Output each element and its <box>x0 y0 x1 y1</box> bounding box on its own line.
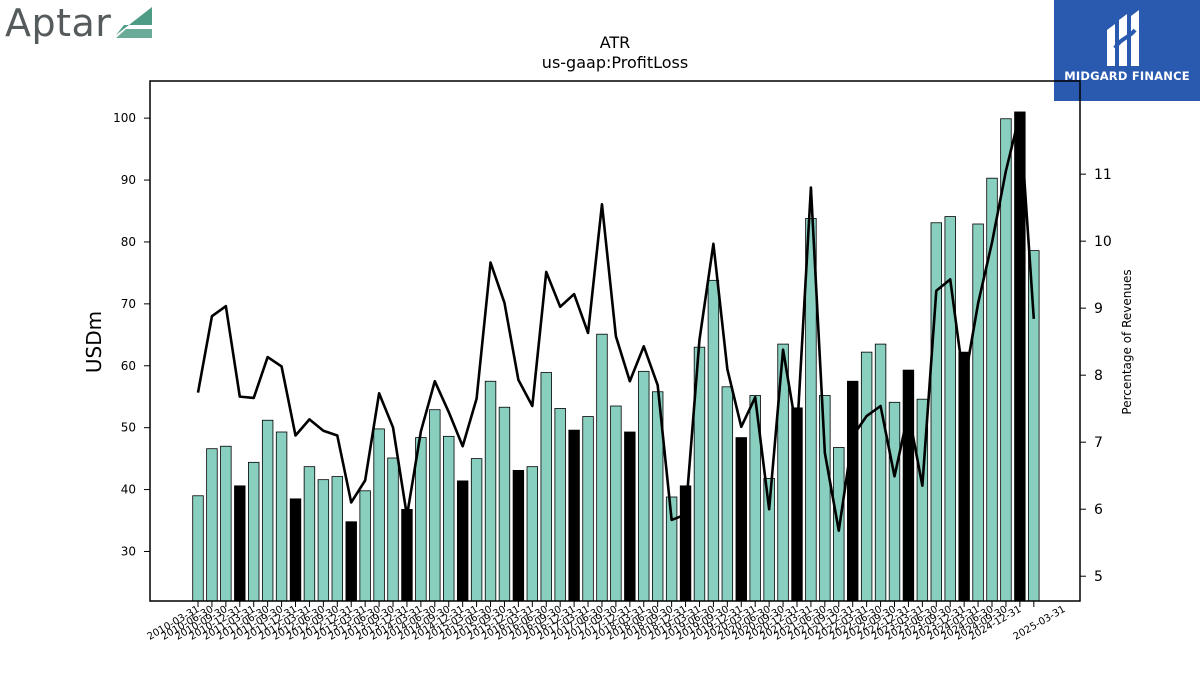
y2-tick-label: 8 <box>1094 368 1103 384</box>
bar <box>387 457 399 602</box>
percentage-line <box>196 112 1036 532</box>
chart-subtitle: us-gaap:ProfitLoss <box>542 53 688 72</box>
bar <box>638 370 650 602</box>
bar <box>568 429 580 602</box>
bar <box>192 495 204 602</box>
bar <box>819 395 831 602</box>
bar <box>261 419 274 602</box>
bar <box>958 351 970 602</box>
y2-tick-label: 7 <box>1094 435 1103 451</box>
bar <box>847 380 859 602</box>
bar <box>317 479 330 602</box>
aptar-logo: Aptar <box>0 0 160 50</box>
bar <box>331 476 344 602</box>
bar <box>443 435 455 602</box>
bar <box>596 333 608 602</box>
bar <box>206 448 218 602</box>
aptar-logo-text: Aptar <box>5 1 112 45</box>
y2-tick-label: 11 <box>1094 167 1112 183</box>
bar <box>972 223 984 602</box>
bar <box>345 521 357 602</box>
bar <box>707 279 720 602</box>
line-layer <box>196 112 1036 532</box>
bar <box>275 431 288 602</box>
y-tick-label: 60 <box>121 359 136 373</box>
y-tick-label: 80 <box>121 235 136 249</box>
bar <box>359 490 371 602</box>
y-axis-right: 5 6 7 8 9 10 11 <box>1080 167 1112 585</box>
bar <box>484 380 497 602</box>
bar <box>902 369 915 602</box>
bar <box>429 409 441 602</box>
bar <box>498 406 511 602</box>
midgard-emblem-icon <box>1107 10 1139 66</box>
bar <box>220 445 232 602</box>
y-tick-label: 100 <box>113 111 136 125</box>
y2-tick-label: 9 <box>1094 301 1103 317</box>
bar <box>373 428 385 602</box>
bar <box>456 480 469 602</box>
midgard-finance-logo: MIDGARD FINANCE <box>1054 0 1200 101</box>
bar <box>470 458 483 602</box>
bar <box>721 386 734 602</box>
bar <box>248 461 260 602</box>
y-axis-label: USDm <box>82 311 106 373</box>
plot-frame <box>149 80 1081 602</box>
y-tick-label: 50 <box>121 421 136 435</box>
bar <box>526 466 539 602</box>
bar <box>554 408 566 602</box>
aptar-leaf-icon <box>116 7 152 38</box>
y2-tick-label: 6 <box>1094 502 1103 518</box>
bar <box>401 508 413 602</box>
bar <box>791 407 803 602</box>
bar <box>234 485 246 602</box>
y-tick-label: 30 <box>121 544 136 558</box>
y-axis-left: 30 40 50 60 70 80 90 100 <box>113 111 150 558</box>
bar <box>289 498 302 602</box>
bars-layer <box>192 111 1040 602</box>
bar <box>860 351 873 602</box>
bar <box>512 469 525 602</box>
bar <box>610 405 622 602</box>
y2-axis-label: Percentage of Revenues <box>1120 269 1134 414</box>
bar <box>415 437 427 602</box>
bar <box>303 466 316 602</box>
bar <box>624 431 636 602</box>
bar <box>540 372 552 602</box>
bar <box>582 416 594 602</box>
y-tick-label: 70 <box>121 297 136 311</box>
chart-title: ATR <box>600 33 631 52</box>
bar <box>735 437 747 602</box>
bar <box>944 216 956 602</box>
y-tick-label: 40 <box>121 483 136 497</box>
y2-tick-label: 5 <box>1094 569 1103 585</box>
bar <box>930 222 942 602</box>
bar <box>888 401 901 602</box>
x-axis: 2010-06-302010-09-302010-12-312011-03-31… <box>160 601 1035 643</box>
midgard-logo-text: MIDGARD FINANCE <box>1064 69 1190 83</box>
y2-tick-label: 10 <box>1094 234 1112 250</box>
bar <box>874 343 887 602</box>
y-tick-label: 90 <box>121 173 136 187</box>
